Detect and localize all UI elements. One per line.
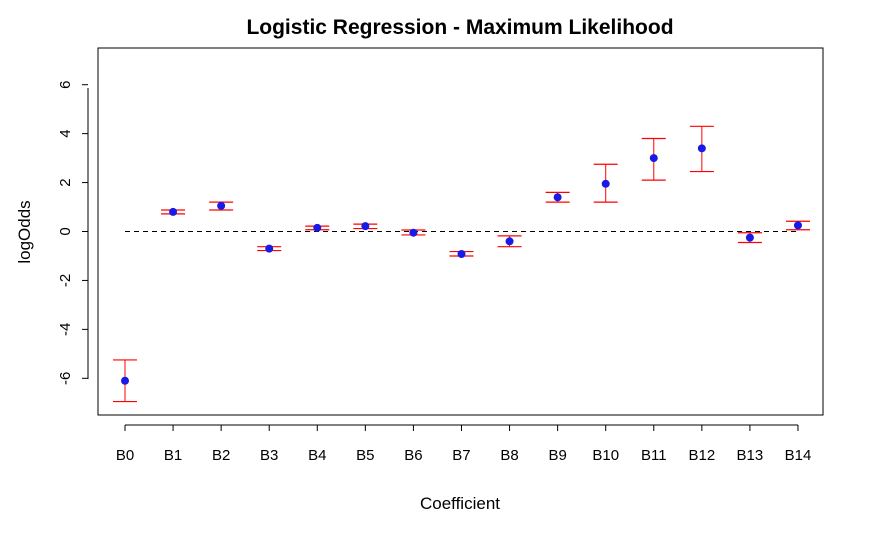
x-tick-label: B5 bbox=[356, 447, 374, 464]
y-axis-label: logOdds bbox=[15, 200, 34, 263]
point-B12 bbox=[697, 144, 706, 153]
x-axis-ticks: B0 B1 B2 B3 B4 B5 B6 B7 B8 B9 B10 B11 B12 B13 B14 bbox=[116, 424, 812, 464]
x-tick-label: B2 bbox=[212, 447, 230, 464]
errorbar-B7 bbox=[449, 250, 474, 259]
y-tick-label: 6 bbox=[57, 81, 74, 89]
x-tick-label: B4 bbox=[308, 447, 326, 464]
x-tick-label: B11 bbox=[641, 447, 667, 464]
x-tick-label: B1 bbox=[164, 447, 182, 464]
x-tick-label: B3 bbox=[260, 447, 278, 464]
errorbar-B10 bbox=[593, 163, 618, 203]
x-tick-label: B6 bbox=[404, 447, 422, 464]
errorbar-B5 bbox=[353, 222, 378, 231]
errorbar-B8 bbox=[497, 235, 522, 248]
point-B13 bbox=[745, 233, 754, 242]
point-B3 bbox=[265, 244, 274, 253]
errorbar-B4 bbox=[305, 223, 330, 232]
chart-title: Logistic Regression - Maximum Likelihood bbox=[246, 16, 673, 39]
point-B14 bbox=[793, 221, 802, 230]
errorbar-B3 bbox=[257, 244, 282, 253]
errorbar-B2 bbox=[209, 201, 234, 211]
y-axis: -6 -4 -2 0 2 4 6 bbox=[57, 81, 89, 385]
y-tick-label: 0 bbox=[57, 227, 74, 235]
point-B1 bbox=[169, 207, 178, 216]
point-B8 bbox=[505, 237, 514, 246]
x-tick-label: B9 bbox=[548, 447, 566, 464]
x-tick-label: B12 bbox=[688, 447, 715, 464]
point-B6 bbox=[409, 228, 418, 237]
x-tick-label: B0 bbox=[116, 447, 134, 464]
errorbar-B13 bbox=[737, 232, 762, 244]
y-tick-label: -6 bbox=[57, 372, 74, 385]
x-tick-label: B14 bbox=[785, 447, 812, 464]
x-tick-label: B8 bbox=[500, 447, 518, 464]
errorbar-B1 bbox=[161, 207, 186, 216]
x-tick-label: B7 bbox=[452, 447, 470, 464]
plot-area-frame bbox=[97, 47, 824, 416]
errorbar-B6 bbox=[401, 228, 426, 237]
point-B10 bbox=[601, 179, 610, 188]
errorbar-B12 bbox=[689, 125, 714, 173]
point-B9 bbox=[553, 193, 562, 202]
point-B0 bbox=[121, 376, 129, 385]
y-tick-label: -4 bbox=[57, 323, 74, 336]
data-marks bbox=[113, 125, 810, 403]
y-tick-label: -2 bbox=[57, 274, 74, 287]
point-B5 bbox=[361, 222, 370, 231]
errorbar-B11 bbox=[641, 137, 666, 181]
x-tick-label: B13 bbox=[737, 447, 764, 464]
y-tick-label: 4 bbox=[57, 129, 74, 137]
point-B2 bbox=[217, 201, 226, 210]
errorbar-B9 bbox=[545, 191, 570, 203]
point-B7 bbox=[457, 250, 466, 259]
x-tick-label: B10 bbox=[592, 447, 619, 464]
point-B4 bbox=[313, 223, 322, 232]
errorbar-B14 bbox=[785, 220, 810, 231]
point-B11 bbox=[649, 154, 658, 163]
x-axis-label: Coefficient bbox=[420, 494, 500, 513]
y-tick-label: 2 bbox=[57, 178, 74, 186]
errorbar-B0 bbox=[113, 359, 137, 403]
